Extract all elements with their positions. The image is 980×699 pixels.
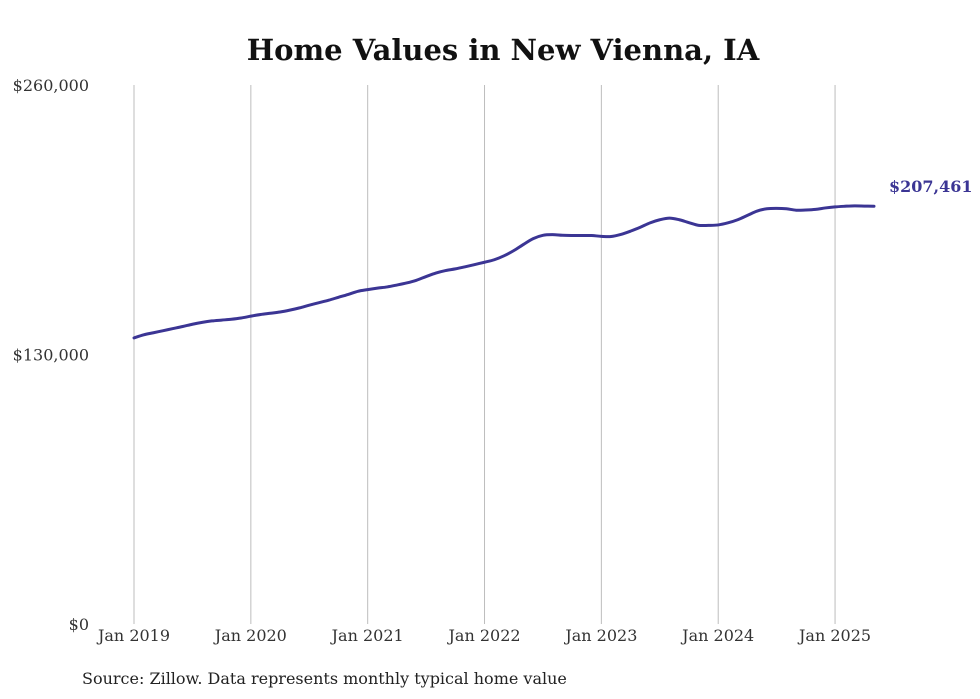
series-group [132,204,876,340]
series-line [132,204,876,340]
end-value-label: $207,461 [889,177,973,196]
chart-title: Home Values in New Vienna, IA [247,33,760,67]
y-tick-label: $130,000 [13,346,89,365]
y-tick-label: $0 [69,615,89,634]
source-note: Source: Zillow. Data represents monthly … [82,669,567,688]
x-axis: Jan 2019 Jan 2020 Jan 2021 Jan 2022 Jan 2023… [96,626,871,645]
y-axis: $0 $130,000 $260,000 [13,76,89,634]
y-tick-label: $260,000 [13,76,89,95]
x-tick-label: Jan 2021 [330,626,404,645]
x-tick-label: Jan 2024 [680,626,754,645]
x-tick-label: Jan 2022 [446,626,520,645]
x-tick-label: Jan 2023 [563,626,637,645]
x-tick-label: Jan 2020 [213,626,287,645]
x-tick-label: Jan 2019 [96,626,170,645]
x-tick-label: Jan 2025 [797,626,871,645]
gridlines [133,85,836,624]
